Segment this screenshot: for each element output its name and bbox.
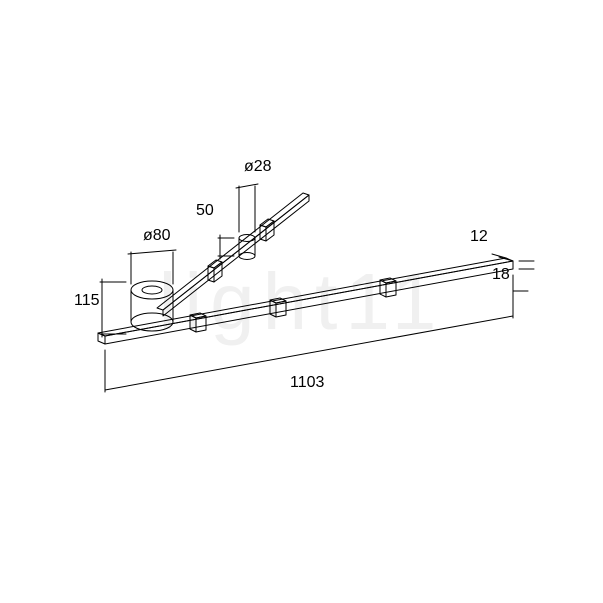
dim-l1103: 1103 [290,374,324,392]
diag-rail-top [157,193,309,310]
main-rail-top [98,258,513,336]
dim-h115: 115 [74,292,100,310]
main-rail-front [105,261,513,344]
leader-h18 [513,261,534,291]
dim-h50: 50 [196,202,214,220]
leader-dia28 [236,184,258,232]
clip-1 [190,313,206,332]
clip-2 [270,298,286,317]
dim-h18: 18 [492,266,510,284]
leader-dia80 [128,250,176,284]
top-cylinder [239,235,255,260]
dim-dia28: ø28 [244,158,272,176]
dim-h12: 12 [470,228,488,246]
clip-3 [380,278,396,297]
dim-dia80: ø80 [143,227,171,245]
